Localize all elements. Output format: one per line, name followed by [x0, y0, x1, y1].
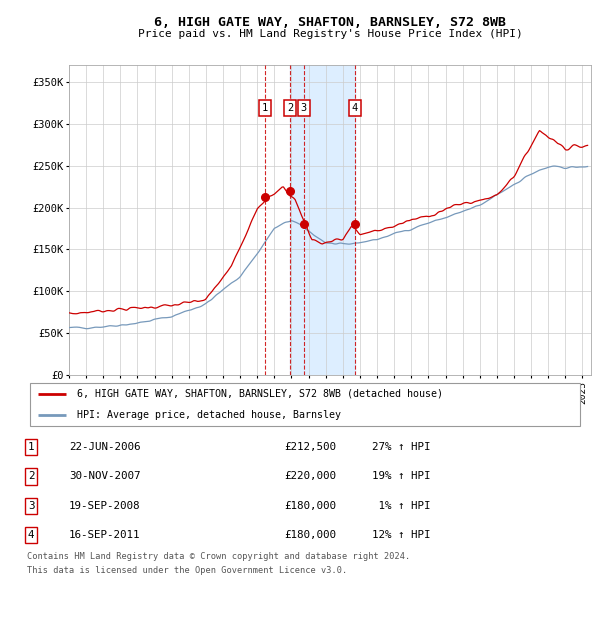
Text: £212,500: £212,500 — [284, 442, 336, 453]
Text: £180,000: £180,000 — [284, 500, 336, 511]
Text: 12% ↑ HPI: 12% ↑ HPI — [372, 529, 431, 540]
Text: 2: 2 — [28, 471, 34, 482]
Text: 22-JUN-2006: 22-JUN-2006 — [69, 442, 140, 453]
Text: Price paid vs. HM Land Registry's House Price Index (HPI): Price paid vs. HM Land Registry's House … — [137, 29, 523, 39]
Text: 27% ↑ HPI: 27% ↑ HPI — [372, 442, 431, 453]
Text: 4: 4 — [28, 529, 34, 540]
Text: 1% ↑ HPI: 1% ↑ HPI — [372, 500, 431, 511]
FancyBboxPatch shape — [30, 383, 580, 426]
Text: 6, HIGH GATE WAY, SHAFTON, BARNSLEY, S72 8WB: 6, HIGH GATE WAY, SHAFTON, BARNSLEY, S72… — [154, 16, 506, 29]
Bar — [290, 65, 355, 375]
Text: 19-SEP-2008: 19-SEP-2008 — [69, 500, 140, 511]
Text: 3: 3 — [28, 500, 34, 511]
Text: This data is licensed under the Open Government Licence v3.0.: This data is licensed under the Open Gov… — [27, 566, 347, 575]
Text: 3: 3 — [301, 103, 307, 113]
Text: 16-SEP-2011: 16-SEP-2011 — [69, 529, 140, 540]
Text: 2: 2 — [287, 103, 293, 113]
Text: HPI: Average price, detached house, Barnsley: HPI: Average price, detached house, Barn… — [77, 410, 341, 420]
Text: 1: 1 — [28, 442, 34, 453]
Text: £180,000: £180,000 — [284, 529, 336, 540]
Text: 30-NOV-2007: 30-NOV-2007 — [69, 471, 140, 482]
Text: Contains HM Land Registry data © Crown copyright and database right 2024.: Contains HM Land Registry data © Crown c… — [27, 552, 410, 562]
Text: 6, HIGH GATE WAY, SHAFTON, BARNSLEY, S72 8WB (detached house): 6, HIGH GATE WAY, SHAFTON, BARNSLEY, S72… — [77, 389, 443, 399]
Text: 19% ↑ HPI: 19% ↑ HPI — [372, 471, 431, 482]
Text: £220,000: £220,000 — [284, 471, 336, 482]
Text: 4: 4 — [352, 103, 358, 113]
Text: 1: 1 — [262, 103, 268, 113]
